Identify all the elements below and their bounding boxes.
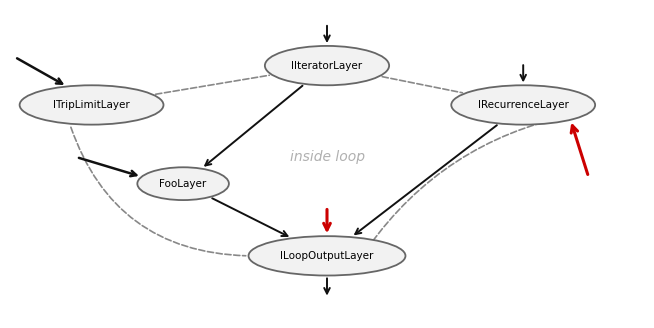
FancyArrowPatch shape [156, 75, 269, 94]
Text: FooLayer: FooLayer [160, 179, 207, 189]
Text: IRecurrenceLayer: IRecurrenceLayer [478, 100, 568, 110]
Text: IIteratorLayer: IIteratorLayer [292, 61, 362, 71]
Ellipse shape [265, 46, 389, 85]
Ellipse shape [249, 236, 405, 276]
Text: ITripLimitLayer: ITripLimitLayer [53, 100, 130, 110]
FancyArrowPatch shape [368, 115, 571, 248]
FancyArrowPatch shape [71, 127, 246, 256]
Ellipse shape [20, 85, 164, 125]
Ellipse shape [137, 167, 229, 200]
Text: inside loop: inside loop [290, 151, 364, 164]
Ellipse shape [451, 85, 595, 125]
Text: ILoopOutputLayer: ILoopOutputLayer [281, 251, 373, 261]
FancyArrowPatch shape [382, 77, 462, 93]
